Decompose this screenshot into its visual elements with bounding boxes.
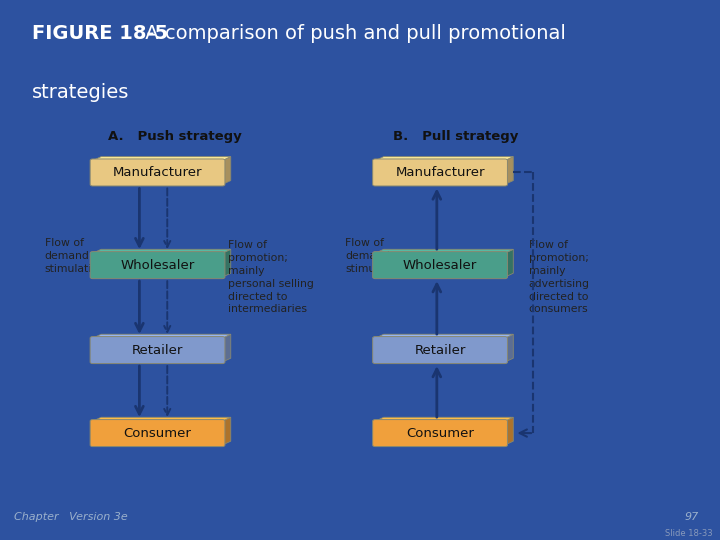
- Text: Retailer: Retailer: [415, 343, 466, 356]
- Polygon shape: [505, 334, 513, 362]
- Polygon shape: [93, 249, 230, 253]
- Polygon shape: [93, 157, 230, 160]
- Text: Chapter   Version 3e: Chapter Version 3e: [14, 512, 128, 522]
- Text: Wholesaler: Wholesaler: [403, 259, 477, 272]
- Polygon shape: [375, 334, 513, 338]
- Text: A comparison of push and pull promotional: A comparison of push and pull promotiona…: [139, 24, 566, 43]
- Text: strategies: strategies: [32, 83, 130, 102]
- Text: Wholesaler: Wholesaler: [120, 259, 194, 272]
- Polygon shape: [93, 334, 230, 338]
- Polygon shape: [505, 157, 513, 185]
- FancyBboxPatch shape: [373, 420, 508, 447]
- Text: Consumer: Consumer: [124, 427, 192, 440]
- FancyBboxPatch shape: [373, 336, 508, 363]
- Polygon shape: [505, 249, 513, 277]
- Text: FIGURE 18-5: FIGURE 18-5: [32, 24, 168, 43]
- Polygon shape: [222, 249, 230, 277]
- Text: Slide 18-33: Slide 18-33: [665, 529, 713, 538]
- Text: Flow of
promotion;
mainly
personal selling
directed to
intermediaries: Flow of promotion; mainly personal selli…: [228, 240, 313, 314]
- Text: 97: 97: [684, 512, 698, 522]
- FancyBboxPatch shape: [90, 252, 225, 279]
- Polygon shape: [222, 157, 230, 185]
- FancyBboxPatch shape: [90, 336, 225, 363]
- Polygon shape: [375, 157, 513, 160]
- FancyBboxPatch shape: [90, 420, 225, 447]
- Text: Flow of
demand
stimulation: Flow of demand stimulation: [45, 239, 106, 274]
- FancyBboxPatch shape: [373, 159, 508, 186]
- FancyBboxPatch shape: [373, 252, 508, 279]
- Text: Manufacturer: Manufacturer: [395, 166, 485, 179]
- Text: A.   Push strategy: A. Push strategy: [108, 130, 241, 143]
- Text: Retailer: Retailer: [132, 343, 183, 356]
- Text: Flow of
demand
stimulation: Flow of demand stimulation: [346, 239, 406, 274]
- Polygon shape: [505, 417, 513, 445]
- FancyBboxPatch shape: [90, 159, 225, 186]
- Text: B.   Pull strategy: B. Pull strategy: [393, 130, 518, 143]
- Text: Flow of
promotion;
mainly
advertising
directed to
consumers: Flow of promotion; mainly advertising di…: [528, 240, 590, 314]
- Polygon shape: [222, 417, 230, 445]
- Text: Consumer: Consumer: [406, 427, 474, 440]
- Polygon shape: [375, 417, 513, 421]
- Polygon shape: [375, 249, 513, 253]
- Polygon shape: [93, 417, 230, 421]
- Text: Manufacturer: Manufacturer: [113, 166, 202, 179]
- Polygon shape: [222, 334, 230, 362]
